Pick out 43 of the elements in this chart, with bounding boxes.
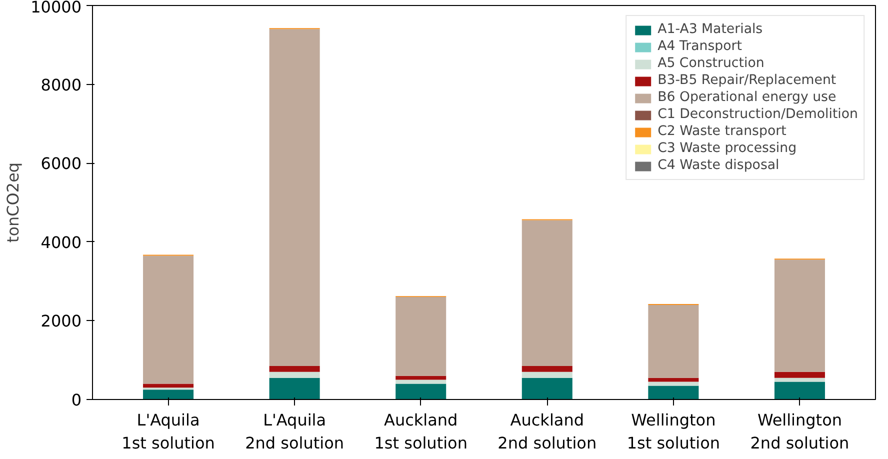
legend-label: C1 Deconstruction/Demolition <box>658 107 858 122</box>
y-tick-label: 2000 <box>40 312 82 331</box>
x-tick-label: Auckland 2nd solution <box>498 410 597 452</box>
y-tick-label: 4000 <box>40 232 82 252</box>
bar <box>269 29 320 366</box>
bar <box>396 384 446 400</box>
bar <box>522 220 572 366</box>
x-tick-label: Auckland 1st solution <box>374 410 468 452</box>
bar <box>143 384 194 388</box>
y-tick-label: 6000 <box>40 154 82 174</box>
legend-label: A1-A3 Materials <box>658 22 763 37</box>
bar <box>522 366 572 372</box>
bar <box>522 378 572 400</box>
legend-label: C4 Waste disposal <box>658 158 780 173</box>
legend-label: C2 Waste transport <box>658 124 786 139</box>
y-tick-label: 8000 <box>40 75 82 94</box>
x-tick-label: Wellington 1st solution <box>626 410 720 452</box>
bar <box>648 304 699 378</box>
x-tick-label: Wellington 2nd solution <box>750 410 850 452</box>
bar <box>774 372 825 378</box>
legend-label: A4 Transport <box>658 39 742 54</box>
bar <box>269 378 320 400</box>
y-tick-label: 10000 <box>30 0 82 16</box>
y-tick-label: 0 <box>71 390 82 410</box>
bar <box>648 378 699 382</box>
bar <box>648 386 699 400</box>
bar <box>143 390 194 400</box>
legend-label: B6 Operational energy use <box>658 90 836 105</box>
bar <box>143 256 194 384</box>
legend-label: C3 Waste processing <box>658 141 797 156</box>
bar <box>522 372 572 378</box>
bar <box>269 372 320 378</box>
x-tick-label: L'Aquila 1st solution <box>122 410 215 452</box>
bar <box>774 378 825 382</box>
bar <box>396 376 446 380</box>
legend-label: A5 Construction <box>658 56 764 71</box>
bar <box>774 260 825 372</box>
bar <box>774 382 825 400</box>
bar <box>269 366 320 372</box>
bar <box>396 297 446 376</box>
legend-label: B3-B5 Repair/Replacement <box>658 73 836 88</box>
y-axis-title: tonCO2eq <box>4 162 23 243</box>
x-tick-label: L'Aquila 2nd solution <box>245 410 344 452</box>
